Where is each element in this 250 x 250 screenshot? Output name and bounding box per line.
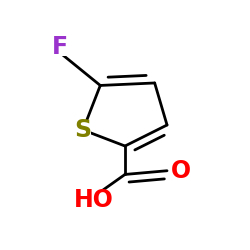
Text: HO: HO (74, 188, 114, 212)
Text: S: S (74, 118, 92, 142)
FancyBboxPatch shape (52, 38, 68, 56)
FancyBboxPatch shape (82, 191, 106, 210)
FancyBboxPatch shape (75, 121, 91, 139)
FancyBboxPatch shape (172, 162, 189, 180)
Text: F: F (52, 35, 68, 59)
Text: O: O (170, 159, 191, 183)
